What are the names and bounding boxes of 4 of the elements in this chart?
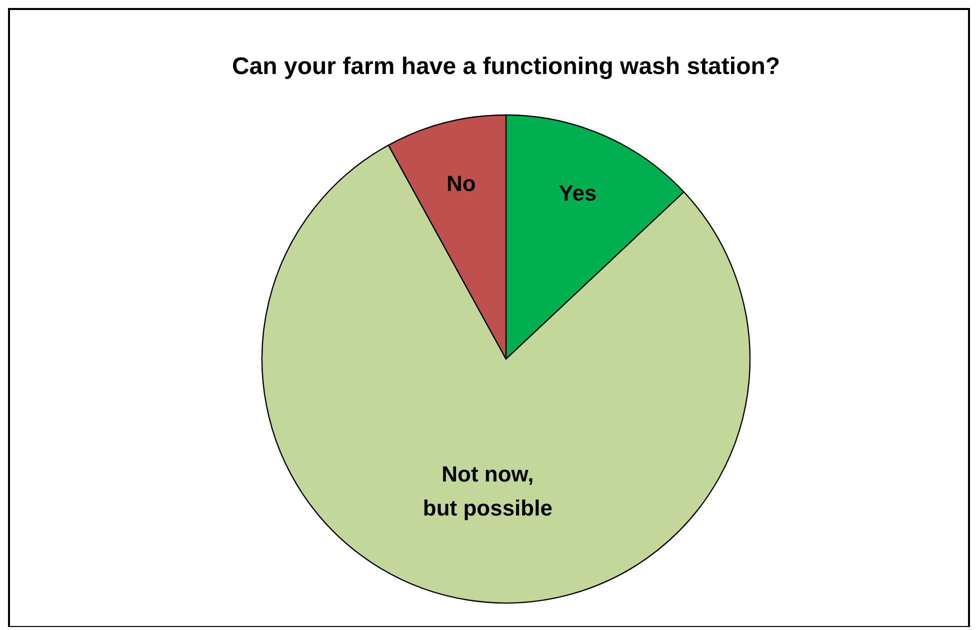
slice-label: No <box>446 171 476 196</box>
slice-label: Not now, but possible <box>422 462 552 521</box>
chart-title: Can your farm have a functioning wash station? <box>232 53 780 80</box>
slice-label: Yes <box>558 180 597 206</box>
